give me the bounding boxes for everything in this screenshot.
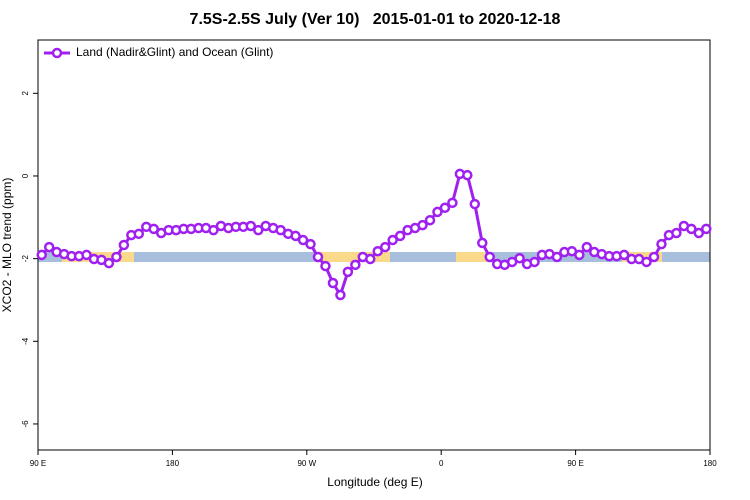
y-axis-label: XCO2 - MLO trend (ppm) [0,178,14,313]
y-tick-label: 0 [21,173,30,178]
point [686,223,697,235]
point [335,289,346,301]
point [514,252,525,264]
x-axis-label: Longitude (deg E) [327,475,422,489]
point [290,230,301,242]
land-band [320,252,390,262]
legend-label: Land (Nadir&Glint) and Ocean (Glint) [76,45,273,59]
plot-frame [37,39,711,451]
point [574,249,585,261]
legend-marker [51,47,63,59]
point [551,251,563,263]
point [462,169,473,181]
y-tick-label: -6 [21,420,30,428]
point [469,198,481,210]
point [618,249,630,261]
point [133,228,145,240]
point [394,230,406,242]
x-tick-label: 0 [439,459,444,468]
point [36,249,47,261]
point [111,251,122,263]
point [387,234,398,246]
x-tick-label: 90 E [567,459,583,468]
point [253,224,264,236]
point [484,251,495,263]
point [81,249,92,261]
point [342,266,354,278]
point [581,241,593,253]
x-tick-label: 180 [703,459,717,468]
y-tick-label: -2 [21,255,30,263]
point [208,224,219,236]
point [312,251,324,263]
point [671,227,682,239]
x-tick-label: 90 E [30,459,46,468]
point [648,251,660,263]
point [103,257,115,269]
point [656,238,667,250]
point [320,260,331,272]
y-tick-label: -4 [21,337,30,345]
point [477,237,488,249]
point [148,223,159,235]
point [372,245,383,257]
point [245,220,257,232]
point [439,202,451,214]
point [432,206,443,218]
point [641,256,652,268]
point [417,219,428,231]
point [529,256,540,268]
point [365,253,376,265]
x-tick-label: 90 W [297,459,316,468]
point [424,214,436,226]
x-tick-label: 180 [166,459,180,468]
point [43,241,55,253]
chart-title: 7.5S-2.5S July (Ver 10) 2015-01-01 to 20… [190,11,561,28]
point [297,234,309,246]
point [305,238,316,250]
point [350,259,361,271]
y-tick-label: 2 [21,91,30,96]
point [701,223,712,235]
point [327,277,339,289]
point [693,227,705,239]
point [118,239,130,251]
land-band [456,252,490,262]
point [447,197,458,209]
point [379,241,391,253]
